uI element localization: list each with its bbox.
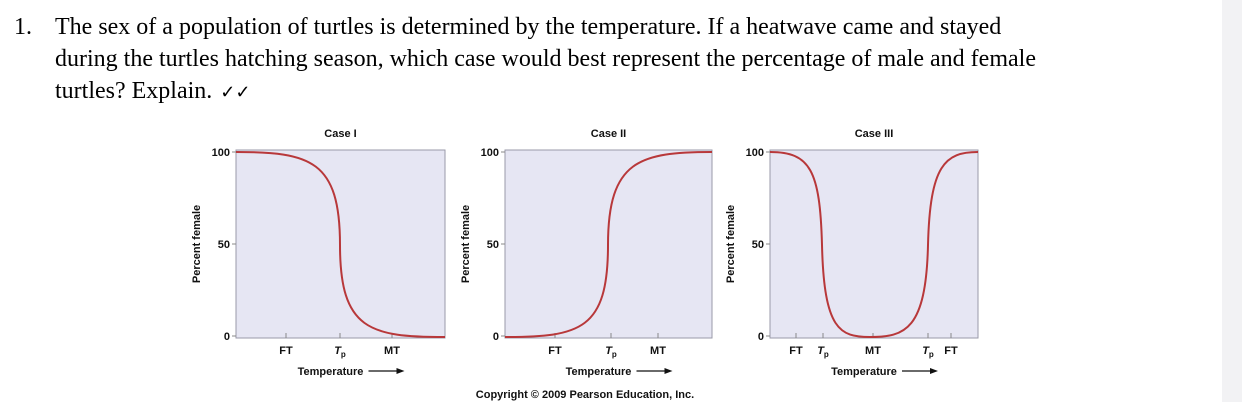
x-tick-label: FT: [279, 345, 293, 357]
x-tick-label: FT: [789, 345, 803, 357]
x-tick-label: Tp: [817, 345, 829, 359]
plot-area: [769, 149, 979, 339]
arrow-head: [930, 368, 938, 374]
case-title: Case I: [324, 128, 356, 140]
curve: [235, 151, 446, 338]
y-tick-label: 50: [218, 239, 230, 251]
question-line: turtles? Explain. ✓✓: [55, 78, 250, 104]
y-tick-label: 100: [481, 147, 499, 159]
y-tick-label: 100: [212, 147, 230, 159]
x-axis-label: Temperature: [566, 366, 632, 378]
y-axis-label: Percent female: [191, 205, 203, 283]
question-line-text: turtles? Explain.: [55, 78, 212, 104]
x-tick-label: Tp: [334, 345, 346, 359]
y-tick-label: 0: [758, 331, 764, 343]
curve: [769, 151, 979, 339]
x-tick-label: MT: [650, 345, 666, 357]
scroll-edge: [1222, 0, 1242, 402]
x-tick-label: FT: [548, 345, 562, 357]
x-tick-label-sub: p: [824, 350, 829, 359]
x-tick-label: MT: [865, 345, 881, 357]
question-line: The sex of a population of turtles is de…: [55, 14, 1001, 40]
y-axis-label: Percent female: [460, 205, 472, 283]
y-tick-label: 50: [752, 239, 764, 251]
y-tick-label: 0: [493, 331, 499, 343]
x-tick-label-sub: p: [929, 350, 934, 359]
curve: [504, 151, 713, 338]
x-tick-label: FT: [944, 345, 958, 357]
x-tick-label-main: T: [605, 345, 613, 357]
x-tick-label-sub: p: [341, 350, 346, 359]
x-axis-label: Temperature: [298, 366, 364, 378]
x-tick-label-sub: p: [612, 350, 617, 359]
x-axis-label: Temperature: [831, 366, 897, 378]
x-tick-label-main: T: [334, 345, 342, 357]
x-tick-label: MT: [384, 345, 400, 357]
question-number: 1.: [14, 14, 32, 40]
case-title: Case II: [591, 128, 626, 140]
y-tick-label: 0: [224, 331, 230, 343]
x-tick-label: Tp: [922, 345, 934, 359]
check-marks: ✓✓: [220, 82, 250, 102]
arrow-head: [664, 368, 673, 374]
y-tick-label: 50: [487, 239, 499, 251]
question-line: during the turtles hatching season, whic…: [55, 46, 1036, 72]
x-tick-label-main: T: [817, 345, 825, 357]
x-tick-label-main: T: [922, 345, 930, 357]
case-title: Case III: [855, 128, 894, 140]
y-tick-label: 100: [746, 147, 764, 159]
x-tick-label: Tp: [605, 345, 617, 359]
y-axis-label: Percent female: [725, 205, 737, 283]
arrow-head: [396, 368, 405, 374]
copyright: Copyright © 2009 Pearson Education, Inc.: [476, 389, 694, 401]
